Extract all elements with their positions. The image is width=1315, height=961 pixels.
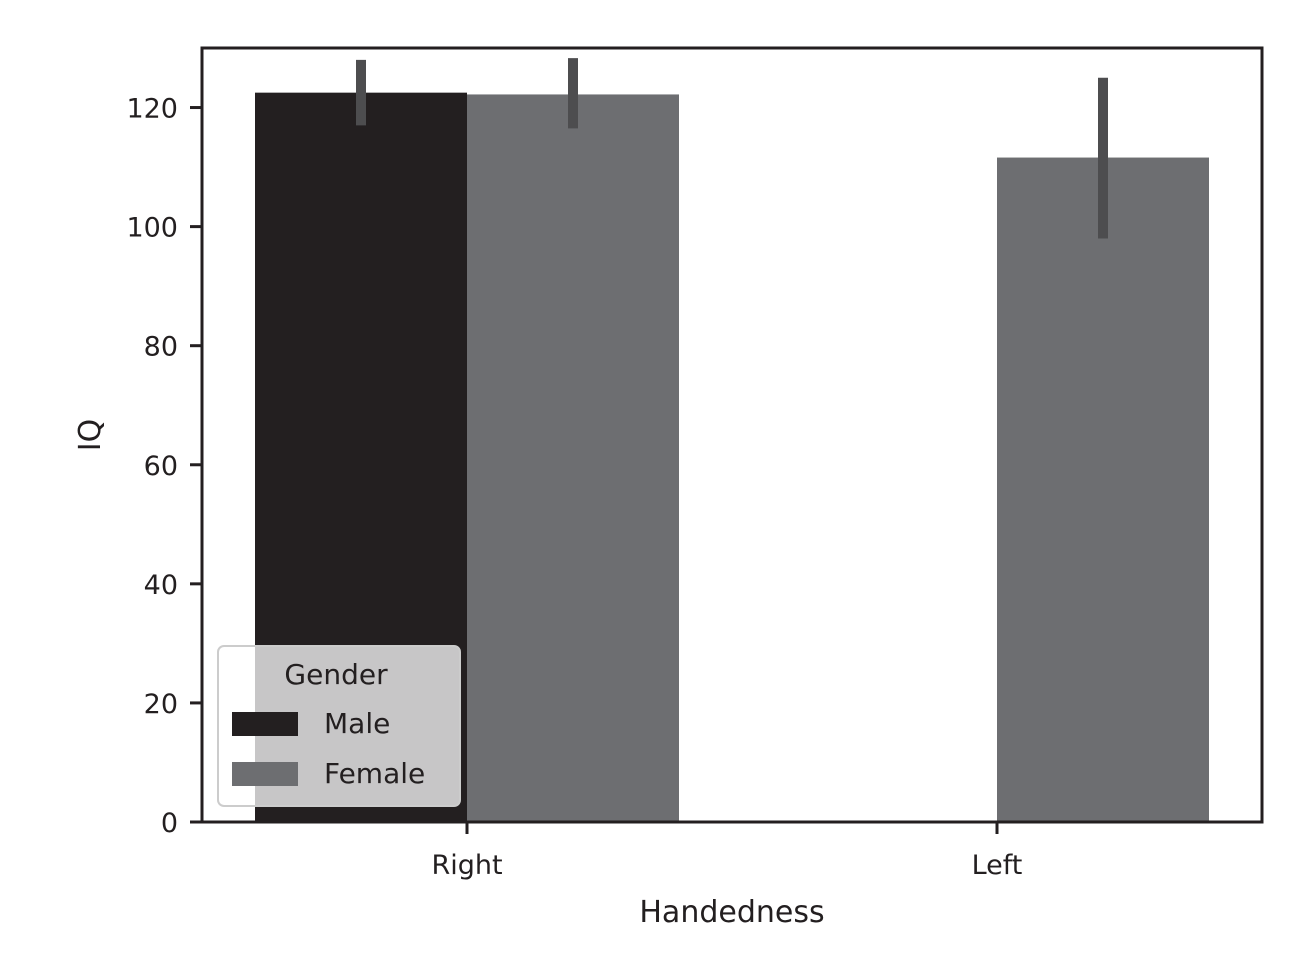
x-axis: Right Left bbox=[431, 822, 1022, 881]
x-tick-label-left: Left bbox=[972, 850, 1023, 881]
legend-title: Gender bbox=[284, 658, 388, 691]
errorbars-layer bbox=[356, 58, 1108, 239]
y-tick-label: 40 bbox=[144, 570, 178, 601]
bar-female-left bbox=[997, 157, 1209, 822]
plot-frame bbox=[200, 46, 1264, 824]
legend-entries: Male Female bbox=[232, 707, 425, 790]
x-axis-label: Handedness bbox=[639, 895, 824, 930]
x-tick-label-right: Right bbox=[431, 850, 502, 881]
legend-label-female: Female bbox=[324, 757, 425, 790]
legend-swatch-female bbox=[232, 762, 298, 786]
bar-female-right bbox=[467, 94, 679, 822]
y-tick-label: 0 bbox=[161, 808, 178, 839]
y-tick-label: 80 bbox=[144, 332, 178, 363]
legend-label-male: Male bbox=[324, 707, 390, 740]
y-tick-label: 100 bbox=[126, 213, 178, 244]
bars-layer bbox=[255, 92, 1209, 822]
y-axis: 0 20 40 60 80 100 120 bbox=[126, 94, 202, 839]
legend: Gender Male Female bbox=[217, 645, 461, 807]
y-tick-label: 120 bbox=[126, 94, 178, 125]
y-axis-label: IQ bbox=[73, 419, 108, 451]
legend-swatch-male bbox=[232, 712, 298, 736]
y-tick-label: 60 bbox=[144, 451, 178, 482]
y-tick-label: 20 bbox=[144, 689, 178, 720]
